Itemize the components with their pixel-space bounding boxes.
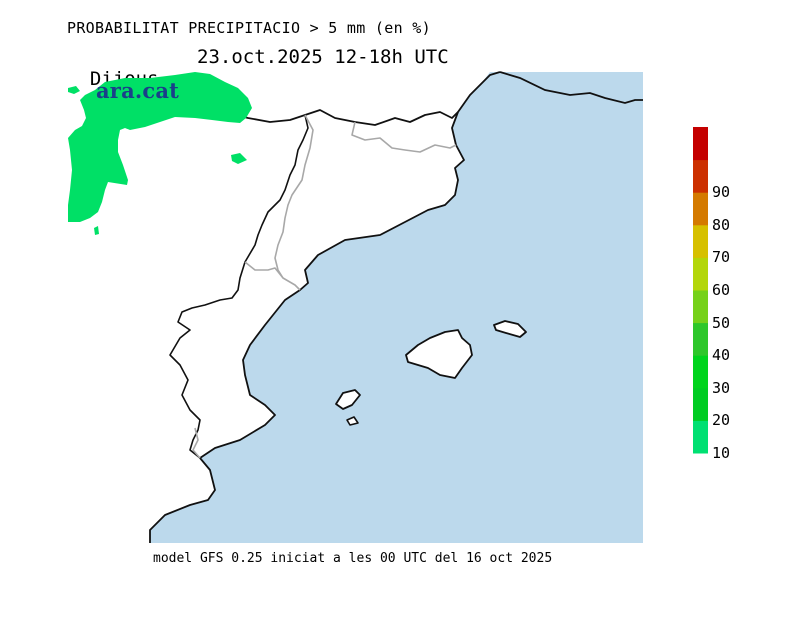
ibiza-island — [335, 389, 361, 410]
mallorca-island — [405, 329, 473, 379]
formentera-island — [346, 416, 359, 426]
murcia-border — [192, 427, 201, 459]
legend-label-60: 60 — [712, 281, 731, 299]
legend-label-10: 10 — [712, 444, 731, 462]
precip-patch-1 — [68, 86, 80, 94]
catalonia-inner-border — [351, 121, 457, 153]
legend-label-80: 80 — [712, 215, 731, 234]
valencia-border — [244, 261, 284, 279]
legend-bin-60 — [693, 257, 708, 291]
menorca-island — [493, 320, 527, 338]
legend-label-70: 70 — [712, 248, 731, 267]
french-coastline — [499, 71, 643, 104]
legend-bin-30 — [693, 355, 708, 389]
legend-label-20: 20 — [712, 411, 731, 430]
precip-patch-3 — [94, 226, 99, 235]
sea-area — [150, 72, 643, 543]
map-title: PROBABILITAT PRECIPITACIO > 5 mm (en %) — [67, 19, 431, 37]
date-range-label: 23.oct.2025 12-18h UTC — [197, 46, 449, 68]
precip-area-north — [68, 72, 252, 222]
legend-label-30: 30 — [712, 378, 731, 397]
catalonia-aragon-border — [274, 114, 314, 291]
legend-bin-20 — [693, 387, 708, 421]
legend-bin-80 — [693, 192, 708, 226]
legend-label-90: 90 — [712, 183, 731, 202]
ara-cat-logo: ara.cat — [96, 78, 180, 103]
legend-bin-90 — [693, 159, 708, 193]
legend-color-bar — [693, 127, 708, 454]
aragon-west-border — [169, 114, 309, 459]
legend-label-40: 40 — [712, 346, 731, 365]
legend-bin-70 — [693, 224, 708, 258]
legend-bin-100 — [693, 127, 708, 161]
precip-patch-2 — [231, 153, 247, 164]
legend-bin-10 — [693, 420, 708, 454]
model-info-footer: model GFS 0.25 iniciat a les 00 UTC del … — [153, 551, 553, 566]
legend-label-50: 50 — [712, 313, 731, 332]
legend-bin-50 — [693, 290, 708, 324]
legend-bin-40 — [693, 322, 708, 356]
